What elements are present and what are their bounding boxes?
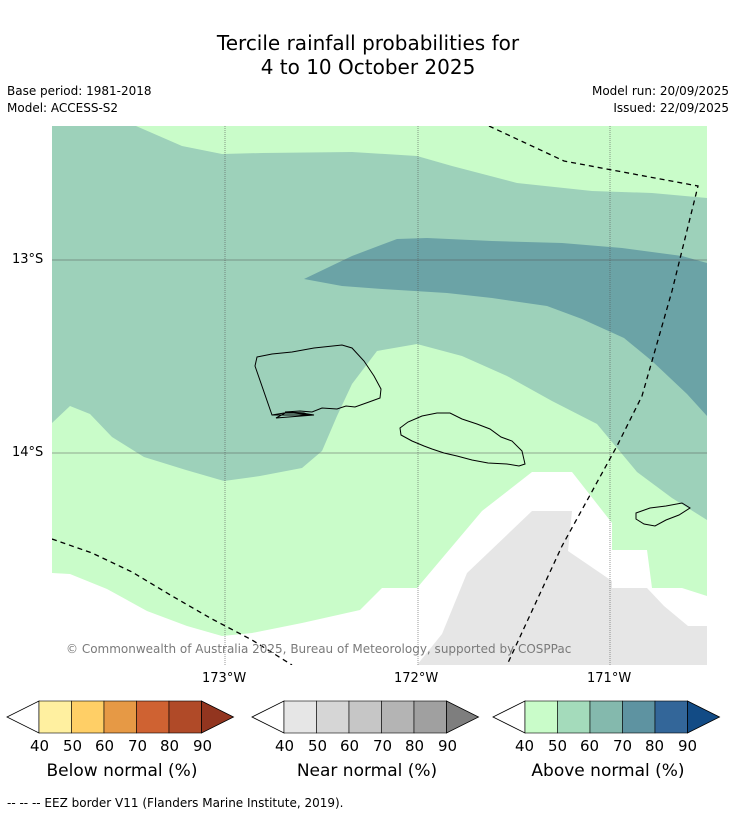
- colorbar-swatch: [622, 700, 656, 734]
- colorbar-swatch: [136, 700, 170, 734]
- colorbar-above-swatches: [492, 700, 721, 734]
- colorbar-swatch: [348, 700, 382, 734]
- colorbar-high-extension: [201, 700, 235, 734]
- colorbar-swatch: [524, 700, 558, 734]
- tick-label: 60: [580, 737, 600, 755]
- lon-tick-173w: 173°W: [202, 671, 247, 686]
- tick-label: 40: [275, 737, 295, 755]
- above-normal-50-region: [52, 126, 707, 520]
- colorbar-low-extension: [6, 700, 40, 734]
- tick-label: 80: [645, 737, 665, 755]
- savaii-island: [254, 344, 382, 419]
- colorbar-low-extension: [251, 700, 285, 734]
- issued-date: Issued: 22/09/2025: [613, 101, 729, 115]
- tick-label: 90: [193, 737, 213, 755]
- colorbar-above-normal: [492, 700, 721, 734]
- colorbar-low-extension: [492, 700, 526, 734]
- tick-label: 90: [438, 737, 458, 755]
- colorbar-swatch: [413, 700, 447, 734]
- title-line-1: Tercile rainfall probabilities for: [216, 31, 520, 55]
- colorbar-swatch: [316, 700, 350, 734]
- lon-tick-171w: 171°W: [587, 671, 632, 686]
- model-run: Model run: 20/09/2025: [591, 84, 729, 98]
- near-normal-region: [417, 511, 707, 665]
- colorbar-swatch: [71, 700, 105, 734]
- gridlines: [52, 126, 707, 665]
- base-period: Base period: 1981-2018: [7, 84, 152, 98]
- tick-label: 60: [95, 737, 115, 755]
- colorbar-swatch: [103, 700, 137, 734]
- colorbar-below-normal: [6, 700, 235, 734]
- tutuila-island: [635, 502, 691, 527]
- tick-label: 70: [128, 737, 148, 755]
- tick-label: 70: [373, 737, 393, 755]
- rainfall-map: © Commonwealth of Australia 2025, Bureau…: [52, 126, 707, 665]
- upolu-island: [399, 412, 526, 467]
- map-title: Tercile rainfall probabilities for 4 to …: [0, 31, 736, 79]
- colorbar-high-extension: [446, 700, 480, 734]
- tick-label: 70: [613, 737, 633, 755]
- colorbar-near-normal: [251, 700, 480, 734]
- colorbar-below-label: Below normal (%): [46, 761, 198, 781]
- colorbar-swatch: [381, 700, 415, 734]
- lon-tick-172w: 172°W: [394, 671, 439, 686]
- colorbar-swatch: [168, 700, 202, 734]
- tick-label: 60: [340, 737, 360, 755]
- tick-label: 80: [160, 737, 180, 755]
- eez-footnote: -- -- -- EEZ border V11 (Flanders Marine…: [7, 796, 344, 810]
- colorbar-swatch: [589, 700, 623, 734]
- colorbar-swatch: [557, 700, 591, 734]
- colorbar-above-label: Above normal (%): [531, 761, 685, 781]
- colorbar-near-swatches: [251, 700, 480, 734]
- tick-label: 50: [308, 737, 328, 755]
- colorbar-near-label: Near normal (%): [296, 761, 438, 781]
- islands: [254, 344, 691, 527]
- colorbar-high-extension: [687, 700, 721, 734]
- meta-right: Model run: 20/09/2025 Issued: 22/09/2025: [592, 83, 729, 117]
- model-name: Model: ACCESS-S2: [7, 101, 119, 115]
- tick-label: 50: [548, 737, 568, 755]
- eez-border-east: [488, 126, 699, 665]
- tick-label: 80: [405, 737, 425, 755]
- tick-label: 50: [63, 737, 83, 755]
- colorbar-swatch: [283, 700, 317, 734]
- eez-border: [52, 126, 699, 665]
- tick-label: 40: [515, 737, 535, 755]
- colorbar-swatch: [38, 700, 72, 734]
- copyright-text: © Commonwealth of Australia 2025, Bureau…: [66, 642, 571, 656]
- lat-tick-13s: 13°S: [12, 252, 44, 267]
- above-normal-60-region: [304, 238, 707, 416]
- tick-label: 90: [678, 737, 698, 755]
- colorbar-below-swatches: [6, 700, 235, 734]
- meta-left: Base period: 1981-2018 Model: ACCESS-S2: [7, 83, 152, 117]
- tick-label: 40: [30, 737, 50, 755]
- colorbar-swatch: [654, 700, 688, 734]
- title-line-2: 4 to 10 October 2025: [260, 55, 476, 79]
- lat-tick-14s: 14°S: [12, 445, 44, 460]
